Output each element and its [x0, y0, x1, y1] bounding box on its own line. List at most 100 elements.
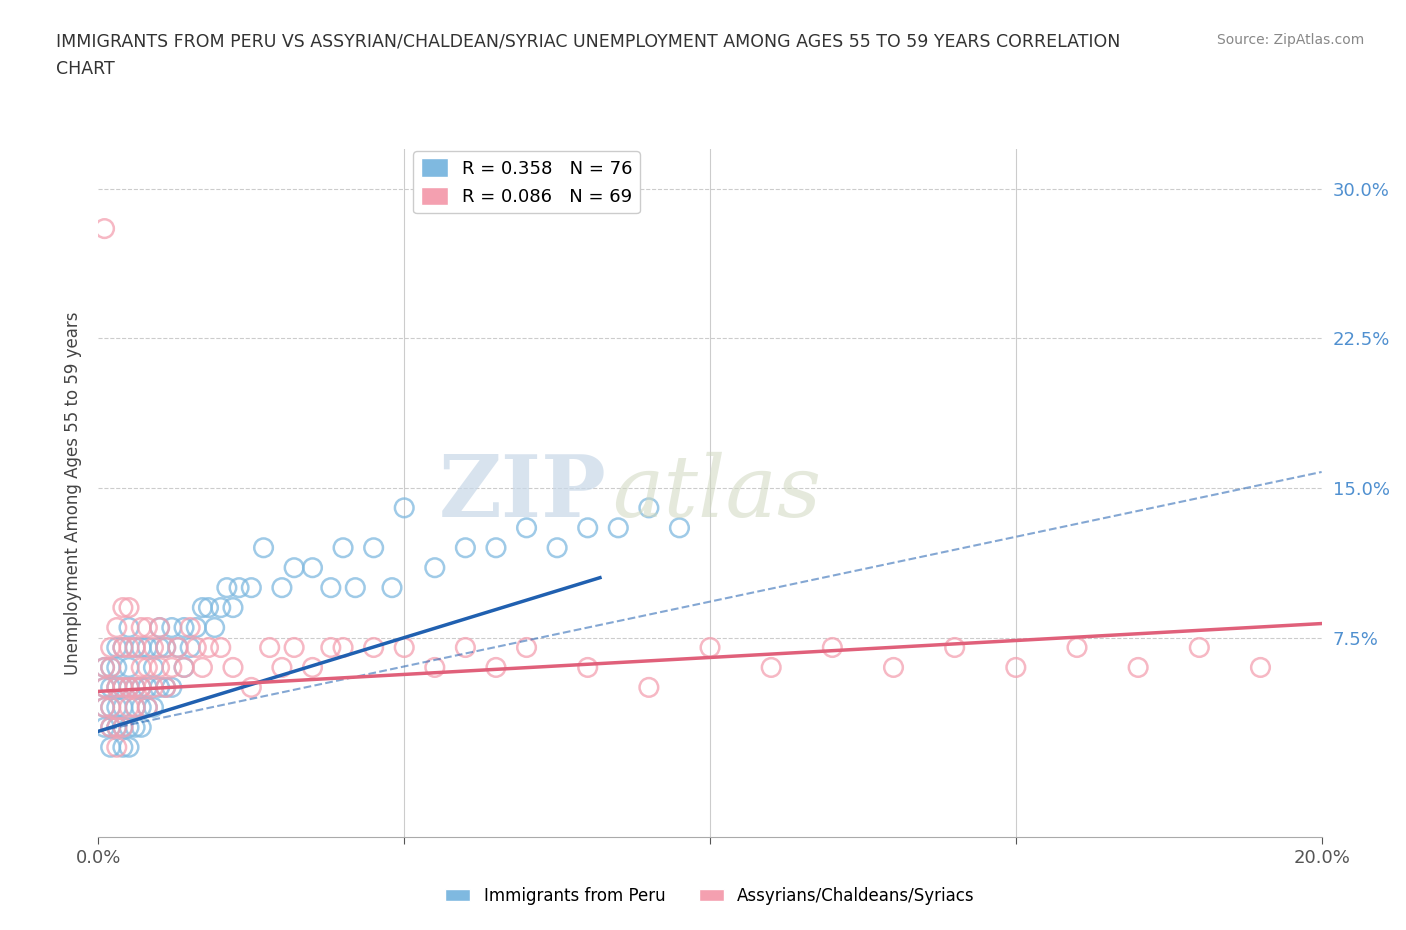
Point — [93, 680, 115, 695]
Point — [124, 680, 146, 695]
Text: IMMIGRANTS FROM PERU VS ASSYRIAN/CHALDEAN/SYRIAC UNEMPLOYMENT AMONG AGES 55 TO 5: IMMIGRANTS FROM PERU VS ASSYRIAN/CHALDEA… — [56, 33, 1121, 50]
Point — [105, 680, 128, 695]
Point — [363, 540, 385, 555]
Text: atlas: atlas — [612, 452, 821, 534]
Point — [118, 720, 141, 735]
Point — [607, 521, 630, 536]
Point — [142, 640, 165, 655]
Point — [111, 700, 134, 715]
Point — [136, 700, 159, 715]
Point — [943, 640, 966, 655]
Point — [173, 660, 195, 675]
Point — [392, 500, 416, 515]
Point — [1066, 640, 1088, 655]
Point — [222, 600, 245, 615]
Point — [637, 680, 661, 695]
Point — [332, 540, 354, 555]
Point — [105, 640, 128, 655]
Point — [93, 680, 115, 695]
Point — [118, 680, 141, 695]
Point — [136, 620, 159, 635]
Point — [546, 540, 568, 555]
Point — [100, 680, 122, 695]
Point — [883, 660, 905, 675]
Point — [105, 620, 128, 635]
Point — [93, 660, 115, 675]
Point — [129, 640, 152, 655]
Point — [155, 680, 177, 695]
Point — [173, 620, 195, 635]
Point — [197, 640, 219, 655]
Point — [167, 640, 190, 655]
Point — [118, 640, 141, 655]
Point — [118, 739, 141, 754]
Point — [100, 640, 122, 655]
Point — [118, 600, 141, 615]
Point — [155, 640, 177, 655]
Point — [129, 700, 152, 715]
Point — [93, 720, 115, 735]
Point — [516, 640, 538, 655]
Point — [149, 620, 172, 635]
Point — [136, 700, 159, 715]
Point — [142, 660, 165, 675]
Point — [197, 600, 219, 615]
Point — [111, 680, 134, 695]
Point — [129, 680, 152, 695]
Point — [363, 640, 385, 655]
Point — [100, 720, 122, 735]
Point — [100, 739, 122, 754]
Point — [111, 680, 134, 695]
Point — [173, 660, 195, 675]
Point — [136, 660, 159, 675]
Point — [93, 660, 115, 675]
Point — [124, 720, 146, 735]
Point — [105, 680, 128, 695]
Y-axis label: Unemployment Among Ages 55 to 59 years: Unemployment Among Ages 55 to 59 years — [65, 312, 83, 674]
Point — [167, 640, 190, 655]
Point — [191, 660, 214, 675]
Point — [142, 700, 165, 715]
Point — [105, 720, 128, 735]
Point — [270, 580, 292, 595]
Point — [759, 660, 782, 675]
Point — [209, 600, 232, 615]
Point — [160, 620, 183, 635]
Point — [259, 640, 281, 655]
Point — [186, 620, 208, 635]
Point — [111, 720, 134, 735]
Point — [576, 660, 599, 675]
Point — [228, 580, 250, 595]
Point — [301, 560, 323, 575]
Point — [240, 580, 263, 595]
Point — [332, 640, 354, 655]
Point — [155, 680, 177, 695]
Point — [821, 640, 844, 655]
Point — [93, 700, 115, 715]
Point — [392, 640, 416, 655]
Point — [485, 540, 508, 555]
Point — [118, 680, 141, 695]
Point — [301, 660, 323, 675]
Point — [118, 660, 141, 675]
Point — [179, 620, 201, 635]
Point — [149, 680, 172, 695]
Point — [1004, 660, 1026, 675]
Point — [124, 640, 146, 655]
Point — [160, 680, 183, 695]
Point — [93, 221, 115, 236]
Point — [124, 700, 146, 715]
Point — [124, 640, 146, 655]
Point — [319, 640, 342, 655]
Point — [100, 700, 122, 715]
Point — [1249, 660, 1271, 675]
Point — [100, 660, 122, 675]
Point — [516, 521, 538, 536]
Point — [111, 600, 134, 615]
Point — [637, 500, 661, 515]
Point — [149, 660, 172, 675]
Point — [668, 521, 690, 536]
Point — [283, 640, 305, 655]
Point — [344, 580, 367, 595]
Point — [105, 720, 128, 735]
